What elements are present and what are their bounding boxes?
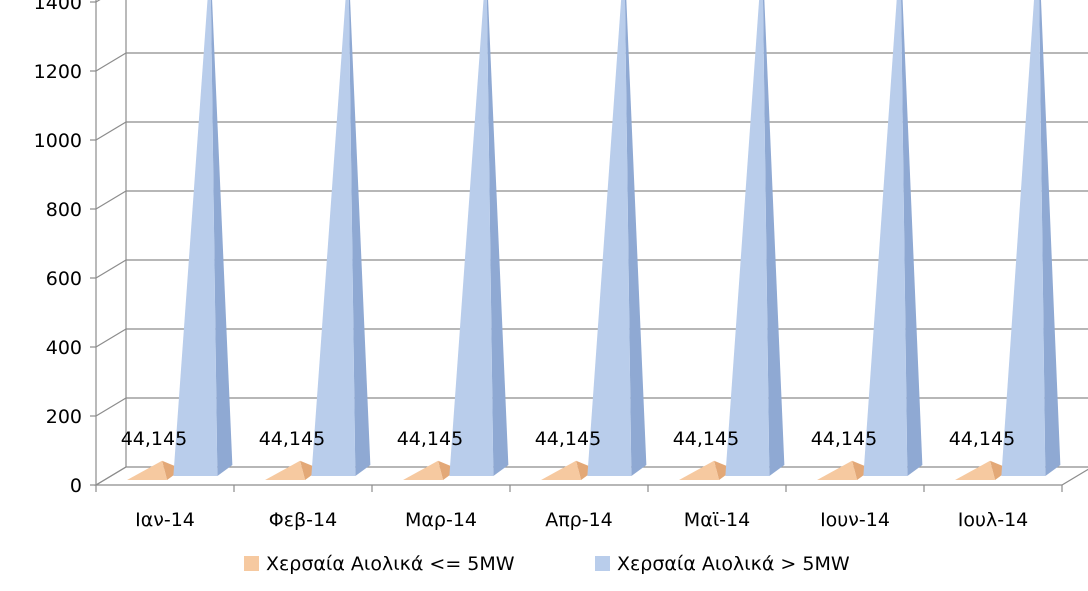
data-label-small: 44,145	[811, 428, 877, 450]
legend-label: Χερσαία Αιολικά <= 5MW	[266, 553, 515, 575]
data-label-small: 44,145	[121, 428, 187, 450]
data-label-small: 44,145	[949, 428, 1015, 450]
gridline-side	[96, 398, 126, 416]
legend-swatch	[244, 556, 259, 571]
bar-large-front	[725, 0, 769, 476]
y-tick-label: 400	[46, 337, 82, 359]
bar-large	[863, 0, 922, 476]
x-tick-label: Μαρ-14	[405, 509, 477, 531]
bar-large-front	[173, 0, 217, 476]
x-tick-label: Ιαν-14	[135, 509, 195, 531]
gridline-side	[96, 0, 126, 2]
gridline-side	[96, 191, 126, 209]
y-tick-label: 1400	[34, 0, 82, 14]
bar-large-front	[1001, 0, 1045, 476]
bar-large	[173, 0, 232, 476]
bar-large	[311, 0, 370, 476]
bars	[127, 0, 1060, 480]
data-label-small: 44,145	[397, 428, 463, 450]
legend: Χερσαία Αιολικά <= 5MW Χερσαία Αιολικά > …	[244, 553, 850, 575]
bar-large	[587, 0, 646, 476]
gridline-side	[96, 329, 126, 347]
x-tick-label: Ιουν-14	[820, 509, 890, 531]
y-tick-label: 1000	[34, 130, 82, 152]
data-label-small: 44,145	[535, 428, 601, 450]
x-tick-label: Ιουλ-14	[958, 509, 1029, 531]
gridline-side	[96, 122, 126, 140]
x-tick-label: Μαϊ-14	[684, 509, 750, 531]
y-tick-label: 600	[46, 268, 82, 290]
bar-large-front	[449, 0, 493, 476]
y-tick-label: 800	[46, 199, 82, 221]
bar-large-front	[863, 0, 907, 476]
bar-large-front	[311, 0, 355, 476]
bar-large	[725, 0, 784, 476]
bar-large	[449, 0, 508, 476]
x-tick-label: Απρ-14	[545, 509, 613, 531]
bar-large	[1001, 0, 1060, 476]
x-tick-label: Φεβ-14	[269, 509, 337, 531]
y-tick-label: 200	[46, 406, 82, 428]
bar-large-front	[587, 0, 631, 476]
gridline-side	[96, 53, 126, 71]
gridline-side	[96, 260, 126, 278]
y-tick-label: 1200	[34, 61, 82, 83]
data-label-small: 44,145	[673, 428, 739, 450]
legend-swatch	[595, 556, 610, 571]
y-tick-label: 0	[70, 475, 82, 497]
data-label-small: 44,145	[259, 428, 325, 450]
legend-label: Χερσαία Αιολικά > 5MW	[617, 553, 850, 575]
